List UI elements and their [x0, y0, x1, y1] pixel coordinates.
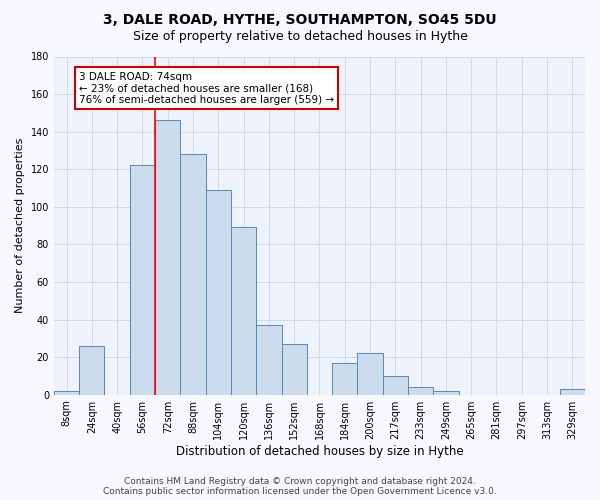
Bar — [206, 190, 231, 394]
Text: 3, DALE ROAD, HYTHE, SOUTHAMPTON, SO45 5DU: 3, DALE ROAD, HYTHE, SOUTHAMPTON, SO45 5… — [103, 12, 497, 26]
Bar — [383, 376, 408, 394]
Text: Size of property relative to detached houses in Hythe: Size of property relative to detached ho… — [133, 30, 467, 43]
Bar — [155, 120, 181, 394]
Bar — [181, 154, 206, 394]
Y-axis label: Number of detached properties: Number of detached properties — [15, 138, 25, 314]
Bar — [332, 363, 358, 394]
Bar — [130, 166, 155, 394]
Bar — [79, 346, 104, 395]
Bar — [433, 391, 458, 394]
Bar — [54, 391, 79, 394]
Bar — [256, 325, 281, 394]
Bar — [231, 228, 256, 394]
Bar — [358, 354, 383, 395]
Bar — [560, 389, 585, 394]
X-axis label: Distribution of detached houses by size in Hythe: Distribution of detached houses by size … — [176, 444, 463, 458]
Bar — [408, 387, 433, 394]
Text: Contains HM Land Registry data © Crown copyright and database right 2024.
Contai: Contains HM Land Registry data © Crown c… — [103, 476, 497, 496]
Bar — [281, 344, 307, 395]
Text: 3 DALE ROAD: 74sqm
← 23% of detached houses are smaller (168)
76% of semi-detach: 3 DALE ROAD: 74sqm ← 23% of detached hou… — [79, 72, 334, 104]
